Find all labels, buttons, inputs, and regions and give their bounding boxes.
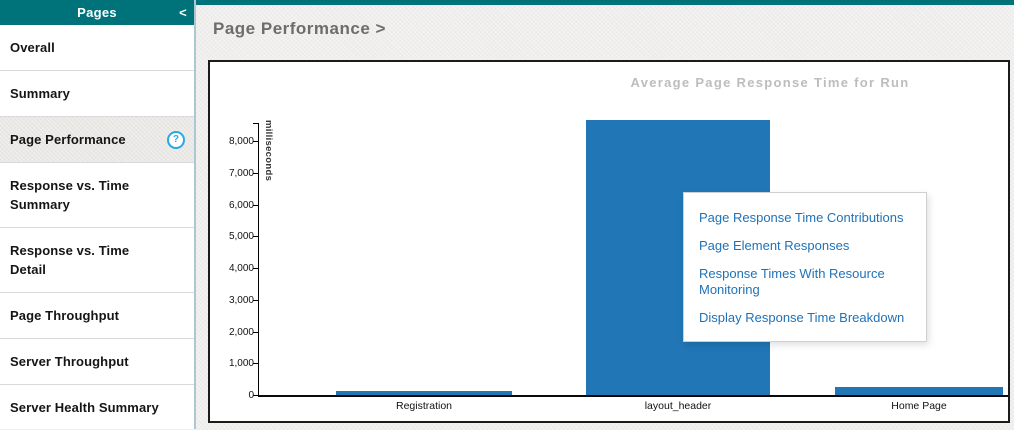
- y-tick-mark: [253, 141, 258, 143]
- sidebar-item-label: Server Health Summary: [10, 400, 159, 415]
- sidebar-item-label: Page Performance: [10, 132, 126, 147]
- sidebar-item-page-throughput[interactable]: Page Throughput: [0, 293, 194, 339]
- sidebar-item-summary[interactable]: Summary: [0, 71, 194, 117]
- sidebar-item-page-performance[interactable]: Page Performance?: [0, 117, 194, 163]
- sidebar-item-overall[interactable]: Overall: [0, 25, 194, 71]
- sidebar-nav: Overall Summary Page Performance? Response …: [0, 25, 194, 430]
- y-axis-label: milliseconds: [263, 120, 274, 182]
- y-tick-label: 4,000: [228, 263, 254, 275]
- x-tick-label: Registration: [395, 400, 453, 412]
- sidebar-item-label: Overall: [10, 40, 55, 55]
- y-tick-mark: [253, 172, 258, 174]
- y-tick-label: 6,000: [228, 199, 254, 211]
- context-menu-item-display-response-time-breakdown[interactable]: Display Response Time Breakdown: [699, 310, 905, 325]
- y-tick-label: 0: [248, 390, 254, 401]
- bar-registration[interactable]: [336, 391, 512, 396]
- main-area: Page Performance > Average Page Response…: [196, 0, 1014, 429]
- y-tick-label: 2,000: [228, 326, 254, 338]
- sidebar-item-label: Response vs. Time Detail: [10, 243, 130, 277]
- sidebar-header-title: Pages: [77, 5, 117, 20]
- bar-slot-registration: [336, 62, 512, 396]
- y-axis-top-tick: [253, 123, 258, 124]
- sidebar-item-label: Server Throughput: [10, 354, 129, 369]
- bar-home-page[interactable]: [835, 387, 1003, 396]
- y-tick-mark: [253, 236, 258, 238]
- sidebar-item-label: Response vs. Time Summary: [10, 178, 130, 212]
- y-tick-mark: [253, 268, 258, 270]
- y-tick-label: 3,000: [228, 294, 254, 306]
- context-menu: Page Response Time Contributions Page Ele…: [683, 192, 927, 342]
- y-tick-mark: [253, 204, 258, 206]
- sidebar-header: Pages <: [0, 0, 194, 25]
- sidebar-item-server-health-summary[interactable]: Server Health Summary: [0, 385, 194, 430]
- help-icon[interactable]: ?: [167, 130, 185, 149]
- x-axis-labels: Registration layout_header Home Page: [258, 400, 1008, 420]
- y-tick-label: 5,000: [228, 231, 254, 243]
- y-axis-line: [258, 123, 259, 396]
- sidebar: Pages < Overall Summary Page Performance? R…: [0, 0, 196, 429]
- sidebar-item-label: Page Throughput: [10, 308, 120, 323]
- context-menu-item-response-times-with-resource-monitoring[interactable]: Response Times With Resource Monitoring: [699, 266, 885, 297]
- y-tick-label: 8,000: [228, 136, 254, 148]
- y-tick-label: 1,000: [228, 358, 254, 370]
- sidebar-item-label: Summary: [10, 86, 70, 101]
- x-axis-line: [258, 395, 1008, 397]
- sidebar-item-response-vs-time-detail[interactable]: Response vs. Time Detail: [0, 228, 194, 293]
- x-tick-label: layout_header: [644, 400, 712, 412]
- y-tick-mark: [253, 395, 258, 396]
- context-menu-item-page-response-time-contributions[interactable]: Page Response Time Contributions: [699, 210, 904, 225]
- y-tick-label: 7,000: [228, 167, 254, 179]
- context-menu-item-page-element-responses[interactable]: Page Element Responses: [699, 238, 850, 253]
- chart-title: Average Page Response Time for Run: [630, 75, 910, 90]
- x-tick-label: Home Page: [891, 400, 947, 412]
- bar-slot-home-page: [835, 62, 1003, 396]
- page-title: Page Performance >: [213, 19, 386, 38]
- collapse-sidebar-icon[interactable]: <: [179, 5, 187, 20]
- y-tick-mark: [253, 363, 258, 365]
- chart-panel: Average Page Response Time for Run milli…: [208, 60, 1010, 423]
- sidebar-item-server-throughput[interactable]: Server Throughput: [0, 339, 194, 385]
- y-tick-mark: [253, 331, 258, 333]
- y-tick-mark: [253, 299, 258, 301]
- sidebar-item-response-vs-time-summary[interactable]: Response vs. Time Summary: [0, 163, 194, 228]
